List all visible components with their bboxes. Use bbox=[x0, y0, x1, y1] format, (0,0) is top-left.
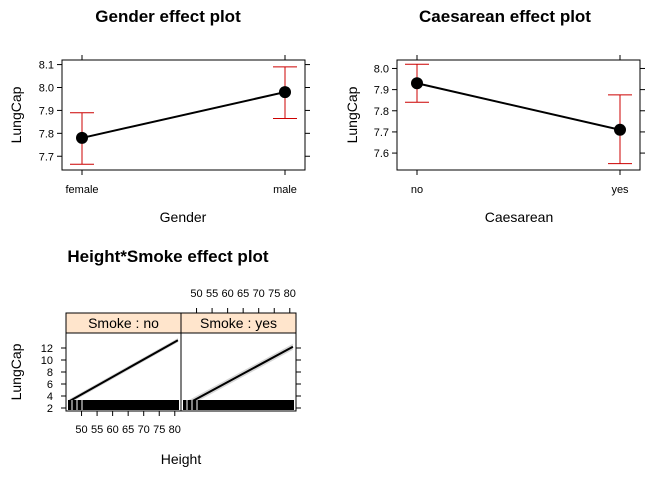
height-smoke-plot-title: Height*Smoke effect plot bbox=[67, 247, 269, 266]
x-tick-label: 65 bbox=[122, 424, 134, 436]
effect-point-no bbox=[411, 77, 423, 90]
caesarean-plot-xlabel: Caesarean bbox=[485, 209, 554, 225]
x-tick-label-top: 55 bbox=[206, 288, 218, 300]
y-tick-label: 7.7 bbox=[39, 151, 54, 163]
y-tick-label: 2 bbox=[47, 403, 53, 415]
x-tick-label-top: 60 bbox=[221, 288, 233, 300]
y-tick-label: 7.6 bbox=[374, 148, 389, 160]
y-tick-label: 7.9 bbox=[374, 85, 389, 97]
caesarean-plot-frame bbox=[396, 59, 641, 171]
y-tick-label: 8 bbox=[47, 367, 53, 379]
y-tick-label: 7.9 bbox=[39, 105, 54, 117]
y-tick-label: 10 bbox=[41, 355, 53, 367]
height-smoke-plot-ylabel: LungCap bbox=[8, 343, 24, 400]
effect-line-panel-1 bbox=[68, 339, 179, 403]
x-tick-label-top: 50 bbox=[190, 288, 202, 300]
gender-effect-plot: Gender effect plot 7.7 7.8 7.9 8.0 8.1 femal… bbox=[8, 7, 310, 225]
x-tick-label: 50 bbox=[75, 424, 87, 436]
panel-smoke-no: Smoke : no bbox=[65, 312, 182, 412]
height-smoke-plot-xlabel: Height bbox=[161, 451, 202, 467]
y-tick-label: 7.8 bbox=[374, 106, 389, 118]
y-tick-label: 8.1 bbox=[39, 60, 54, 72]
y-tick-label: 4 bbox=[47, 391, 53, 403]
height-smoke-effect-plot: Height*Smoke effect plot Smoke : no Smok… bbox=[8, 247, 301, 467]
rug-marks-panel-2 bbox=[183, 400, 294, 410]
panel-smoke-yes: Smoke : yes bbox=[180, 312, 297, 412]
caesarean-plot-ylabel: LungCap bbox=[344, 86, 360, 143]
x-tick-label: 55 bbox=[91, 424, 103, 436]
effect-point-male bbox=[279, 86, 291, 99]
rug-marks-panel-1 bbox=[68, 400, 179, 410]
x-tick-label-top: 70 bbox=[253, 288, 265, 300]
caesarean-plot-title: Caesarean effect plot bbox=[419, 7, 591, 26]
x-tick-label: 60 bbox=[106, 424, 118, 436]
y-tick-label: 7.7 bbox=[374, 127, 389, 139]
caesarean-effect-plot: Caesarean effect plot 7.6 7.7 7.8 7.9 8.0 no… bbox=[344, 7, 645, 225]
effect-point-female bbox=[76, 131, 88, 144]
x-tick-label: 75 bbox=[153, 424, 165, 436]
y-tick-label: 8.0 bbox=[374, 63, 389, 75]
effect-line bbox=[81, 91, 286, 139]
effect-line bbox=[416, 82, 621, 131]
x-tick-label-top: 80 bbox=[284, 288, 296, 300]
y-tick-label: 8.0 bbox=[39, 83, 54, 95]
effect-point-yes bbox=[614, 123, 626, 136]
strip-label-smoke-no: Smoke : no bbox=[88, 315, 159, 331]
x-tick-label: 70 bbox=[138, 424, 150, 436]
gender-plot-title: Gender effect plot bbox=[95, 7, 241, 26]
x-tick-label-yes: yes bbox=[611, 184, 629, 196]
gender-plot-frame bbox=[61, 59, 306, 171]
x-tick-label-no: no bbox=[411, 184, 423, 196]
y-tick-label: 7.8 bbox=[39, 128, 54, 140]
x-tick-label-male: male bbox=[273, 184, 297, 196]
strip-label-smoke-yes: Smoke : yes bbox=[200, 315, 277, 331]
effect-line-panel-2 bbox=[183, 345, 294, 407]
y-tick-label: 6 bbox=[47, 379, 53, 391]
x-tick-label-top: 75 bbox=[268, 288, 280, 300]
y-tick-label: 12 bbox=[41, 343, 53, 355]
gender-plot-xlabel: Gender bbox=[160, 209, 207, 225]
x-tick-label-female: female bbox=[65, 184, 98, 196]
gender-plot-ylabel: LungCap bbox=[8, 86, 24, 143]
x-tick-label: 80 bbox=[169, 424, 181, 436]
x-tick-label-top: 65 bbox=[237, 288, 249, 300]
